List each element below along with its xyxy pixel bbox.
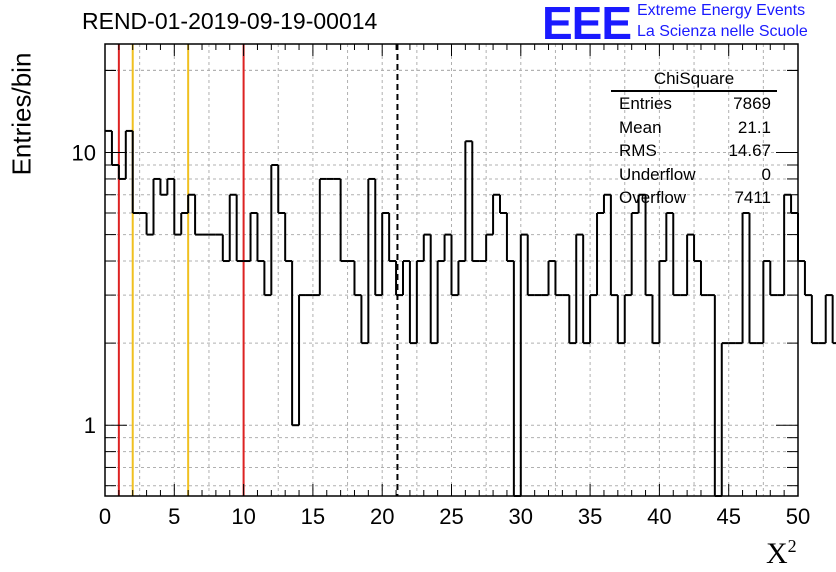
- x-tick-label: 50: [786, 504, 810, 529]
- x-tick-label: 25: [439, 504, 463, 529]
- stats-row-entries: Entries 7869: [611, 92, 777, 116]
- x-axis-label-symbol: X: [766, 537, 788, 570]
- chart-title: REND-01-2019-09-19-00014: [82, 8, 378, 34]
- stats-label-entries: Entries: [619, 94, 672, 113]
- stats-label-underflow: Underflow: [619, 164, 696, 184]
- x-tick-label: 10: [231, 504, 255, 529]
- stats-label-mean: Mean: [619, 117, 662, 137]
- stats-label-rms: RMS: [619, 141, 657, 160]
- x-tick-label: 30: [509, 504, 533, 529]
- x-tick-label: 40: [647, 504, 671, 529]
- x-tick-label: 15: [301, 504, 325, 529]
- stats-value-entries: 7869: [733, 94, 771, 113]
- histogram-layer: [105, 129, 836, 497]
- stats-row-overflow: Overflow 7411: [611, 186, 777, 210]
- stats-row-mean: Mean 21.1: [611, 116, 777, 140]
- stats-box: ChiSquare Entries 7869 Mean 21.1 RMS 14.…: [611, 68, 777, 210]
- eee-logo-mark: EEE: [542, 0, 632, 49]
- reference-lines-layer: [117, 44, 399, 496]
- logo-subtitle-1: Extreme Energy Events: [637, 2, 806, 19]
- stats-value-underflow: 0: [761, 164, 771, 184]
- stats-value-overflow: 7411: [734, 188, 771, 207]
- x-tick-label: 45: [716, 504, 740, 529]
- stats-row-underflow: Underflow 0: [611, 163, 777, 187]
- y-tick-label: 10: [72, 141, 96, 166]
- x-tick-label: 35: [578, 504, 602, 529]
- grid-layer: [105, 44, 798, 496]
- x-tick-label: 0: [99, 504, 111, 529]
- stats-label-overflow: Overflow: [619, 188, 687, 207]
- tick-layer: 0 5 10 15 20 25 30 35 40 45 50 1 10: [72, 44, 810, 529]
- stats-value-rms: 14.67: [728, 141, 771, 160]
- stats-value-mean: 21.1: [737, 117, 771, 137]
- x-axis-label: X2: [766, 536, 797, 571]
- stats-title: ChiSquare: [611, 68, 777, 92]
- y-tick-label: 1: [84, 413, 96, 438]
- x-tick-label: 5: [168, 504, 180, 529]
- x-axis-label-superscript: 2: [787, 536, 797, 556]
- x-tick-label: 20: [370, 504, 394, 529]
- logo-subtitle-2: La Scienza nelle Scuole: [637, 23, 808, 40]
- stats-row-rms: RMS 14.67: [611, 139, 777, 163]
